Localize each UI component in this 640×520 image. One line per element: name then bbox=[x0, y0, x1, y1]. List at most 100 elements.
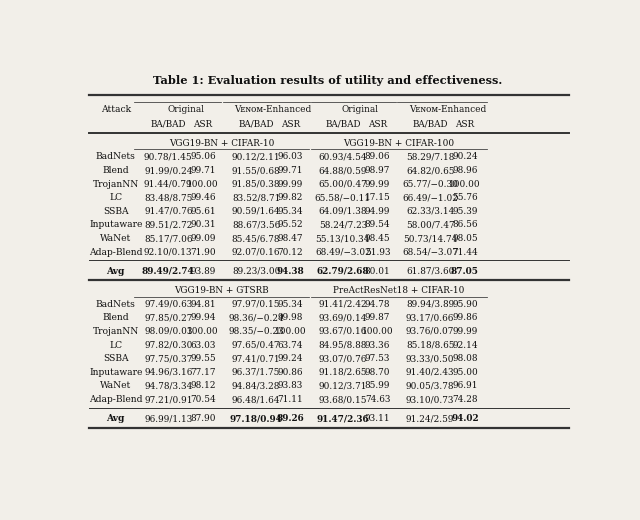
Text: 99.09: 99.09 bbox=[190, 234, 216, 243]
Text: 100.00: 100.00 bbox=[275, 327, 306, 336]
Text: 98.45: 98.45 bbox=[365, 234, 390, 243]
Text: Original: Original bbox=[342, 105, 379, 114]
Text: 99.99: 99.99 bbox=[365, 179, 390, 189]
Text: 96.99/1.13: 96.99/1.13 bbox=[144, 414, 193, 423]
Text: 71.44: 71.44 bbox=[452, 248, 478, 257]
Text: 95.61: 95.61 bbox=[190, 207, 216, 216]
Text: 88.67/3.56: 88.67/3.56 bbox=[232, 220, 280, 229]
Text: 91.40/2.43: 91.40/2.43 bbox=[406, 368, 454, 377]
Text: 91.55/0.68: 91.55/0.68 bbox=[232, 166, 280, 175]
Text: 91.47/2.36: 91.47/2.36 bbox=[317, 414, 369, 423]
Text: 68.49/−3.02: 68.49/−3.02 bbox=[315, 248, 371, 257]
Text: Avg: Avg bbox=[106, 414, 125, 423]
Text: SSBA: SSBA bbox=[103, 207, 129, 216]
Text: 97.75/0.37: 97.75/0.37 bbox=[144, 354, 193, 363]
Text: 97.49/0.63: 97.49/0.63 bbox=[144, 300, 193, 309]
Text: 87.05: 87.05 bbox=[451, 267, 479, 276]
Text: 89.23/3.00: 89.23/3.00 bbox=[232, 267, 280, 276]
Text: 97.21/0.91: 97.21/0.91 bbox=[144, 395, 193, 404]
Text: 65.00/0.47: 65.00/0.47 bbox=[319, 179, 367, 189]
Text: 63.03: 63.03 bbox=[190, 341, 216, 349]
Text: 99.87: 99.87 bbox=[365, 314, 390, 322]
Text: 98.08: 98.08 bbox=[452, 354, 477, 363]
Text: 89.94/3.89: 89.94/3.89 bbox=[406, 300, 454, 309]
Text: 99.99: 99.99 bbox=[278, 179, 303, 189]
Text: 97.82/0.30: 97.82/0.30 bbox=[144, 341, 193, 349]
Text: 97.65/0.47: 97.65/0.47 bbox=[232, 341, 280, 349]
Text: 94.81: 94.81 bbox=[190, 300, 216, 309]
Text: Vᴇɴᴏᴍ-Enhanced: Vᴇɴᴏᴍ-Enhanced bbox=[409, 105, 486, 114]
Text: 94.38: 94.38 bbox=[276, 267, 304, 276]
Text: 93.10/0.73: 93.10/0.73 bbox=[406, 395, 454, 404]
Text: Adap-Blend: Adap-Blend bbox=[89, 395, 143, 404]
Text: 70.12: 70.12 bbox=[278, 248, 303, 257]
Text: 97.41/0.71: 97.41/0.71 bbox=[232, 354, 280, 363]
Text: 70.54: 70.54 bbox=[190, 395, 216, 404]
Text: ASR: ASR bbox=[193, 120, 212, 128]
Text: 92.14: 92.14 bbox=[452, 341, 477, 349]
Text: 95.52: 95.52 bbox=[278, 220, 303, 229]
Text: 95.34: 95.34 bbox=[278, 207, 303, 216]
Text: 98.05: 98.05 bbox=[452, 234, 477, 243]
Text: 90.59/1.64: 90.59/1.64 bbox=[232, 207, 280, 216]
Text: 98.12: 98.12 bbox=[190, 382, 216, 391]
Text: 91.24/2.59: 91.24/2.59 bbox=[406, 414, 454, 423]
Text: TrojanNN: TrojanNN bbox=[93, 327, 139, 336]
Text: 91.41/2.42: 91.41/2.42 bbox=[319, 300, 367, 309]
Text: 65.58/−0.11: 65.58/−0.11 bbox=[315, 193, 371, 202]
Text: 94.78/3.34: 94.78/3.34 bbox=[144, 382, 193, 391]
Text: BA/BAD: BA/BAD bbox=[150, 120, 186, 128]
Text: Inputaware: Inputaware bbox=[89, 220, 142, 229]
Text: 96.48/1.64: 96.48/1.64 bbox=[232, 395, 280, 404]
Text: 96.37/1.75: 96.37/1.75 bbox=[232, 368, 280, 377]
Text: 51.93: 51.93 bbox=[365, 248, 390, 257]
Text: 93.83: 93.83 bbox=[278, 382, 303, 391]
Text: 58.24/7.23: 58.24/7.23 bbox=[319, 220, 367, 229]
Text: LC: LC bbox=[109, 341, 122, 349]
Text: WaNet: WaNet bbox=[100, 382, 131, 391]
Text: 98.09/0.03: 98.09/0.03 bbox=[144, 327, 193, 336]
Text: Adap-Blend: Adap-Blend bbox=[89, 248, 143, 257]
Text: 68.54/−3.07: 68.54/−3.07 bbox=[402, 248, 458, 257]
Text: Original: Original bbox=[167, 105, 204, 114]
Text: 83.52/8.71: 83.52/8.71 bbox=[232, 193, 280, 202]
Text: 50.73/14.74: 50.73/14.74 bbox=[403, 234, 458, 243]
Text: 91.85/0.38: 91.85/0.38 bbox=[232, 179, 280, 189]
Text: BA/BAD: BA/BAD bbox=[238, 120, 274, 128]
Text: 93.69/0.14: 93.69/0.14 bbox=[319, 314, 367, 322]
Text: ASR: ASR bbox=[455, 120, 474, 128]
Text: 83.48/8.75: 83.48/8.75 bbox=[144, 193, 193, 202]
Text: 90.12/2.11: 90.12/2.11 bbox=[232, 152, 280, 161]
Text: Blend: Blend bbox=[102, 314, 129, 322]
Text: 64.82/0.65: 64.82/0.65 bbox=[406, 166, 454, 175]
Text: 99.55: 99.55 bbox=[190, 354, 216, 363]
Text: ASR: ASR bbox=[368, 120, 387, 128]
Text: VGG19-BN + CIFAR-100: VGG19-BN + CIFAR-100 bbox=[343, 139, 454, 148]
Text: 85.17/7.06: 85.17/7.06 bbox=[144, 234, 193, 243]
Text: 93.68/0.15: 93.68/0.15 bbox=[319, 395, 367, 404]
Text: 97.85/0.27: 97.85/0.27 bbox=[144, 314, 193, 322]
Text: 85.18/8.65: 85.18/8.65 bbox=[406, 341, 454, 349]
Text: 64.88/0.59: 64.88/0.59 bbox=[319, 166, 367, 175]
Text: 91.99/0.24: 91.99/0.24 bbox=[144, 166, 193, 175]
Text: 98.47: 98.47 bbox=[278, 234, 303, 243]
Text: 98.97: 98.97 bbox=[365, 166, 390, 175]
Text: 91.44/0.79: 91.44/0.79 bbox=[144, 179, 193, 189]
Text: 90.24: 90.24 bbox=[452, 152, 477, 161]
Text: 97.18/0.94: 97.18/0.94 bbox=[230, 414, 282, 423]
Text: 98.70: 98.70 bbox=[365, 368, 390, 377]
Text: LC: LC bbox=[109, 193, 122, 202]
Text: BadNets: BadNets bbox=[96, 300, 136, 309]
Text: 98.96: 98.96 bbox=[452, 166, 477, 175]
Text: 97.97/0.15: 97.97/0.15 bbox=[232, 300, 280, 309]
Text: BA/BAD: BA/BAD bbox=[325, 120, 360, 128]
Text: 94.02: 94.02 bbox=[451, 414, 479, 423]
Text: 58.29/7.18: 58.29/7.18 bbox=[406, 152, 454, 161]
Text: 90.05/3.78: 90.05/3.78 bbox=[406, 382, 454, 391]
Text: SSBA: SSBA bbox=[103, 354, 129, 363]
Text: Table 1: Evaluation results of utility and effectiveness.: Table 1: Evaluation results of utility a… bbox=[154, 75, 502, 86]
Text: 60.93/4.54: 60.93/4.54 bbox=[319, 152, 367, 161]
Text: VGG19-BN + GTSRB: VGG19-BN + GTSRB bbox=[174, 286, 269, 295]
Text: 95.39: 95.39 bbox=[452, 207, 477, 216]
Text: 71.90: 71.90 bbox=[190, 248, 216, 257]
